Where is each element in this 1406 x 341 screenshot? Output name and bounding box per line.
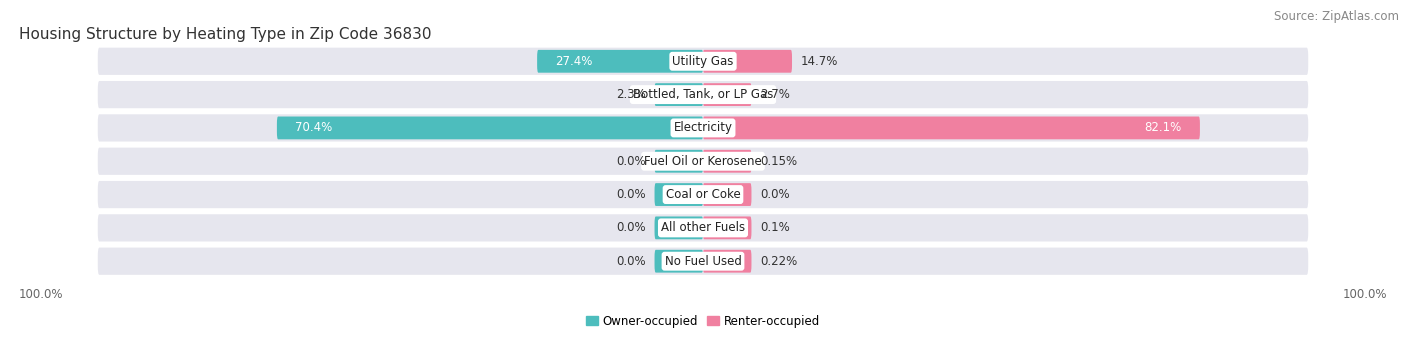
FancyBboxPatch shape <box>703 250 751 272</box>
Text: Bottled, Tank, or LP Gas: Bottled, Tank, or LP Gas <box>633 88 773 101</box>
Text: 2.3%: 2.3% <box>616 88 645 101</box>
FancyBboxPatch shape <box>655 83 703 106</box>
FancyBboxPatch shape <box>537 50 703 73</box>
Text: Source: ZipAtlas.com: Source: ZipAtlas.com <box>1274 10 1399 23</box>
FancyBboxPatch shape <box>277 117 703 139</box>
FancyBboxPatch shape <box>703 183 751 206</box>
FancyBboxPatch shape <box>703 217 751 239</box>
FancyBboxPatch shape <box>655 250 703 272</box>
FancyBboxPatch shape <box>703 150 751 173</box>
FancyBboxPatch shape <box>98 248 1308 275</box>
Text: 0.0%: 0.0% <box>616 155 645 168</box>
Text: Fuel Oil or Kerosene: Fuel Oil or Kerosene <box>644 155 762 168</box>
FancyBboxPatch shape <box>655 183 703 206</box>
FancyBboxPatch shape <box>98 114 1308 142</box>
FancyBboxPatch shape <box>98 148 1308 175</box>
Text: 82.1%: 82.1% <box>1144 121 1181 134</box>
FancyBboxPatch shape <box>703 117 1199 139</box>
Text: 0.1%: 0.1% <box>761 221 790 234</box>
Text: 27.4%: 27.4% <box>555 55 593 68</box>
FancyBboxPatch shape <box>703 50 792 73</box>
Text: 0.0%: 0.0% <box>761 188 790 201</box>
Legend: Owner-occupied, Renter-occupied: Owner-occupied, Renter-occupied <box>586 315 820 328</box>
Text: Housing Structure by Heating Type in Zip Code 36830: Housing Structure by Heating Type in Zip… <box>20 27 432 42</box>
FancyBboxPatch shape <box>703 83 751 106</box>
Text: 100.0%: 100.0% <box>20 288 63 301</box>
Text: 0.0%: 0.0% <box>616 255 645 268</box>
Text: 70.4%: 70.4% <box>295 121 332 134</box>
FancyBboxPatch shape <box>98 48 1308 75</box>
Text: 0.0%: 0.0% <box>616 188 645 201</box>
FancyBboxPatch shape <box>98 181 1308 208</box>
Text: 2.7%: 2.7% <box>761 88 790 101</box>
Text: No Fuel Used: No Fuel Used <box>665 255 741 268</box>
Text: 100.0%: 100.0% <box>1343 288 1386 301</box>
Text: 0.15%: 0.15% <box>761 155 797 168</box>
FancyBboxPatch shape <box>98 214 1308 241</box>
Text: Utility Gas: Utility Gas <box>672 55 734 68</box>
FancyBboxPatch shape <box>655 217 703 239</box>
Text: Electricity: Electricity <box>673 121 733 134</box>
Text: Coal or Coke: Coal or Coke <box>665 188 741 201</box>
FancyBboxPatch shape <box>98 81 1308 108</box>
Text: 14.7%: 14.7% <box>801 55 838 68</box>
FancyBboxPatch shape <box>655 150 703 173</box>
Text: 0.0%: 0.0% <box>616 221 645 234</box>
Text: All other Fuels: All other Fuels <box>661 221 745 234</box>
Text: 0.22%: 0.22% <box>761 255 797 268</box>
